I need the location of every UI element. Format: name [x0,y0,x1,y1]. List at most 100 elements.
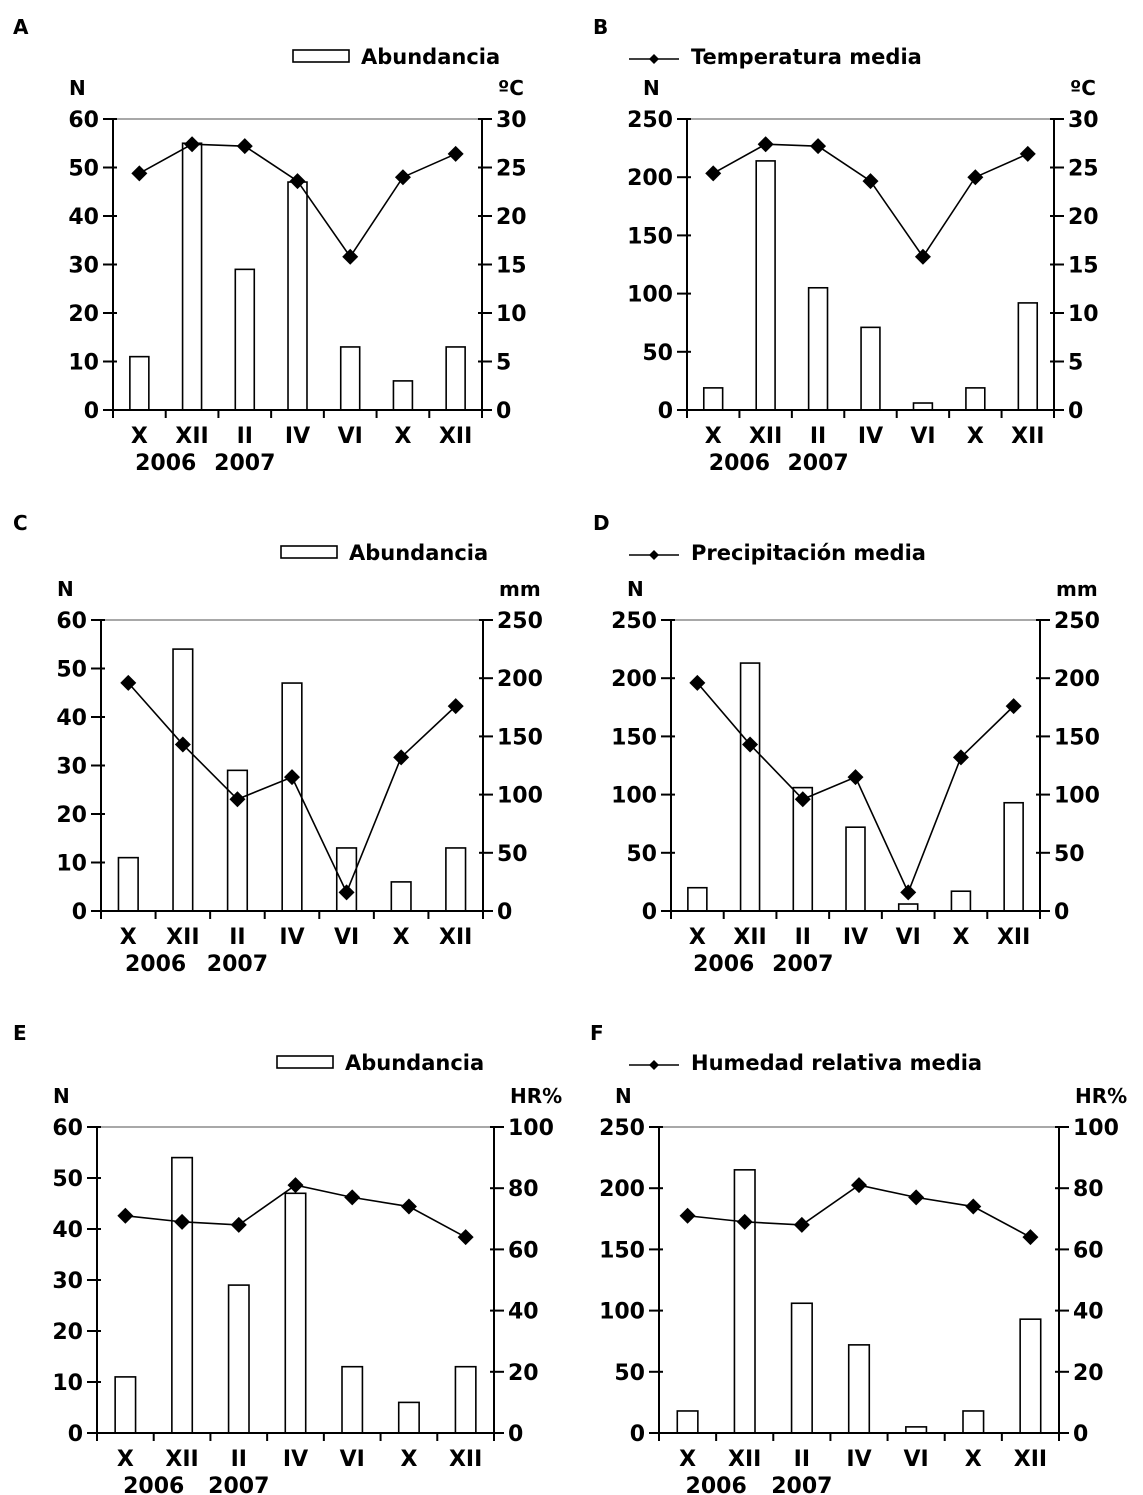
left-axis-label: N [615,1084,632,1108]
line-point-marker [742,736,759,753]
right-tick-label: 20 [1073,1361,1104,1386]
right-axis-label: HR% [1075,1084,1127,1108]
legend-label: Temperatura media [691,45,922,69]
left-tick-label: 20 [52,1320,83,1345]
line-point-marker [338,884,355,901]
year-label-2006: 2006 [125,952,186,977]
x-tick-label: VI [904,1447,929,1472]
x-tick-label: II [795,925,811,950]
bar [445,346,466,411]
x-tick-label: VI [334,925,359,950]
left-tick-label: 50 [56,658,87,683]
right-tick-label: 150 [497,725,543,750]
x-tick-label: XII [749,424,782,449]
left-tick-label: 150 [599,1238,645,1263]
line-point-marker [131,165,148,182]
left-tick-label: 0 [658,399,673,424]
right-axis-label: mm [1056,577,1098,601]
right-tick-label: 10 [496,302,527,327]
left-tick-label: 10 [56,852,87,877]
bar [702,387,724,411]
bar [114,1376,137,1434]
line-point-marker [174,1213,191,1230]
bar [129,355,150,411]
bar [950,890,972,912]
x-tick-label: XII [166,925,199,950]
x-tick-label: VI [340,1447,365,1472]
right-tick-label: 200 [1054,667,1100,692]
left-axis-label: N [627,577,644,601]
line-point-marker [342,248,359,265]
line-point-marker [393,749,410,766]
bar [845,826,866,912]
line-point-marker [1005,698,1022,715]
bar [181,142,203,411]
left-tick-label: 40 [68,205,99,230]
x-tick-label: VI [338,424,363,449]
x-tick-label: XII [165,1447,198,1472]
x-tick-label: XII [439,424,472,449]
line-point-marker [851,1177,867,1194]
line-point-marker [344,1189,361,1206]
bar [676,1410,699,1434]
x-tick-label: X [679,1447,696,1472]
year-label-2006: 2006 [693,952,754,977]
legend-label: Abundancia [361,45,500,69]
x-tick-label: X [952,925,969,950]
left-tick-label: 50 [626,842,657,867]
right-tick-label: 40 [508,1300,539,1325]
right-tick-label: 250 [1054,609,1100,634]
line-point-marker [117,1207,134,1224]
line-point-marker [447,698,464,715]
x-tick-label: X [394,424,411,449]
chart-panel-a: A 0 10 20 30 40 50 60 0 5 10 15 20 25 30 N ºC X XII II IV VI X… [13,15,527,476]
bar [284,1192,307,1434]
legend-label: Humedad relativa media [691,1051,982,1075]
left-tick-label: 100 [599,1300,645,1325]
line-point-marker [184,136,201,153]
line-point-marker [689,674,706,691]
year-label-2006: 2006 [686,1474,747,1495]
legend-bar-symbol [280,545,338,559]
left-tick-label: 250 [599,1116,645,1141]
left-tick-label: 50 [642,341,673,366]
right-tick-label: 5 [1068,351,1083,376]
right-tick-label: 200 [497,667,543,692]
bar [1003,801,1024,912]
left-tick-label: 50 [68,157,99,182]
left-axis-label: N [643,76,660,100]
right-tick-label: 30 [496,108,527,133]
line-point-marker [793,1216,810,1233]
right-tick-label: 50 [497,842,528,867]
right-tick-label: 20 [508,1361,539,1386]
legend-marker [649,54,659,64]
right-tick-label: 0 [496,399,511,424]
x-tick-label: XII [175,424,208,449]
right-tick-label: 50 [1054,842,1085,867]
left-axis-label: N [57,577,74,601]
bar [1019,1318,1042,1434]
left-tick-label: 30 [52,1269,83,1294]
line-point-marker [457,1229,474,1246]
x-tick-label: IV [846,1447,871,1472]
x-tick-label: XII [728,1447,761,1472]
bar [117,856,139,912]
right-tick-label: 100 [1073,1116,1119,1141]
left-tick-label: 0 [630,1422,645,1447]
left-tick-label: 60 [52,1116,83,1141]
left-tick-label: 30 [68,254,99,279]
year-label-2007: 2007 [214,451,275,476]
left-tick-label: 100 [627,283,673,308]
panel-letter: A [13,15,29,39]
legend-marker [649,550,659,560]
right-tick-label: 100 [508,1116,554,1141]
x-tick-label: IV [279,925,304,950]
line-point-marker [847,769,864,786]
bar [287,181,308,411]
x-tick-label: IV [285,424,310,449]
year-label-2007: 2007 [772,952,833,977]
legend-label: Abundancia [349,541,488,565]
panel-letter: F [590,1021,604,1045]
right-axis-label: ºC [498,76,524,100]
line-point-marker [757,136,774,153]
